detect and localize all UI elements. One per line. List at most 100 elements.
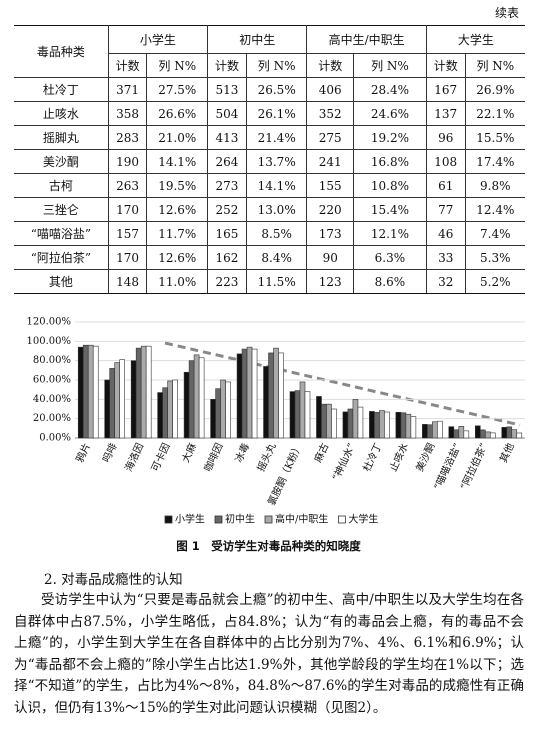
- table-cell: 358: [107, 101, 148, 126]
- y-tick-label: 20.00%: [33, 413, 71, 424]
- table-cell: 三挫仑: [14, 197, 109, 222]
- table-cell: 5.2%: [464, 269, 525, 294]
- legend-label: 小学生: [175, 513, 205, 526]
- bar: [172, 379, 178, 439]
- table-cell: 26.5%: [245, 77, 308, 102]
- bar: [198, 357, 205, 439]
- table-cell: 26.1%: [245, 101, 308, 126]
- table-cell: 513: [207, 77, 247, 102]
- table-cell: 90: [306, 245, 355, 270]
- table-cell: 11.5%: [245, 269, 308, 294]
- bar: [474, 425, 481, 439]
- table-cell: 190: [107, 149, 148, 174]
- section-heading: 2. 对毒品成瘾性的认知: [44, 572, 183, 588]
- y-tick-label: 120.00%: [27, 317, 72, 328]
- table-cell: 167: [425, 77, 466, 102]
- bar: [263, 366, 269, 439]
- table-row: 毒品种类 小学生 初中生 高中生/中职生 大学生: [14, 25, 525, 78]
- legend-label: 高中/中职生: [275, 513, 328, 526]
- continued-label: 续表: [494, 6, 519, 20]
- table-cell: 371: [107, 77, 148, 102]
- table-row: 三挫仑 170 12.6% 252 13.0% 220 15.4% 77 12.4%: [14, 197, 525, 222]
- header-cell: 计数: [108, 53, 148, 78]
- bar: [236, 353, 243, 439]
- bar: [294, 390, 301, 439]
- bar: [183, 371, 190, 439]
- table-row: 止咳水 358 26.6% 504 26.1% 352 24.6% 137 22.1%: [14, 101, 525, 126]
- header-cell: 高中生/中职生: [306, 25, 427, 54]
- table-cell: 24.6%: [353, 101, 427, 126]
- table-cell: 21.4%: [245, 125, 308, 150]
- table-cell: 15.5%: [464, 125, 525, 150]
- bar: [188, 360, 195, 439]
- table-cell: 241: [306, 149, 355, 174]
- legend-swatch: [264, 515, 273, 524]
- table-cell: 26.6%: [146, 101, 209, 126]
- table-cell: 33: [425, 245, 466, 270]
- table-cell: 148: [107, 269, 148, 294]
- table-cell: 14.1%: [245, 173, 308, 198]
- table-cell: 13.0%: [245, 197, 308, 222]
- bar: [220, 379, 226, 439]
- bar: [511, 429, 518, 439]
- bar: [104, 379, 111, 439]
- bar: [109, 368, 116, 439]
- table-row: 古柯 263 19.5% 273 14.1% 155 10.8% 61 9.8%: [14, 173, 525, 198]
- y-tick-label: 100.00%: [27, 336, 72, 347]
- table-cell: 406: [306, 77, 355, 102]
- table-row: “阿拉伯茶” 170 12.6% 162 8.4% 90 6.3% 33 5.3%: [14, 245, 525, 270]
- y-tick-label: 60.00%: [33, 375, 71, 386]
- table-cell: 8.4%: [245, 245, 308, 270]
- legend-swatch: [164, 515, 173, 524]
- table-cell: 264: [207, 149, 247, 174]
- table-row: 美沙酮 190 14.1% 264 13.7% 241 16.8% 108 17.4%: [14, 149, 525, 174]
- x-tick-label: 摇头丸: [254, 441, 278, 474]
- bar: [347, 408, 354, 439]
- table-cell: 12.6%: [146, 197, 209, 222]
- bar: [299, 381, 306, 439]
- table-cell: 19.5%: [146, 173, 209, 198]
- bar: [374, 412, 380, 439]
- x-tick-label: “神仙水”: [329, 441, 358, 483]
- legend-label: 大学生: [348, 513, 378, 526]
- table-cell: 27.5%: [146, 77, 209, 102]
- bar: [437, 420, 443, 439]
- data-table: 毒品种类 小学生 初中生 高中生/中职生 大学生 计数列 N% 计数列 N% 计数列 N% 计数…: [14, 25, 525, 294]
- table-cell: 170: [107, 197, 148, 222]
- bar: [448, 426, 455, 439]
- bar: [119, 359, 126, 439]
- x-tick-label: 杜冷丁: [360, 441, 384, 474]
- bar: [167, 380, 173, 439]
- table-cell: 173: [306, 221, 355, 246]
- table-cell: 8.6%: [353, 269, 427, 294]
- x-tick-label: 鸦片: [73, 441, 93, 465]
- bar: [130, 360, 137, 439]
- x-tick-label: 麻古: [311, 441, 331, 465]
- chart: 0.00% 20.00% 40.00% 60.00% 80.00% 100.00% 120.…: [27, 317, 525, 526]
- table-cell: 123: [306, 269, 355, 294]
- legend-swatch: [337, 515, 346, 524]
- header-cell: 计数: [306, 53, 355, 78]
- bar: [273, 347, 279, 439]
- bar: [479, 429, 486, 439]
- header-cell: 列 N%: [146, 53, 209, 78]
- bar: [427, 424, 433, 439]
- bar: [432, 421, 438, 439]
- x-tick-label: 其他: [497, 441, 517, 465]
- table-cell: 165: [207, 221, 247, 246]
- table-cell: 352: [306, 101, 355, 126]
- table-cell: 263: [107, 173, 148, 198]
- bar: [458, 426, 465, 439]
- header-cell: 列 N%: [464, 53, 525, 78]
- table-cell: 7.4%: [464, 221, 525, 246]
- header-cell: 列 N%: [245, 53, 308, 78]
- table-cell: 10.8%: [353, 173, 427, 198]
- bar: [162, 387, 168, 439]
- table-cell: “喵喵浴盐”: [14, 221, 109, 246]
- table-cell: 21.0%: [146, 125, 209, 150]
- x-tick-label: 咖啡因: [202, 441, 226, 473]
- table-cell: 12.1%: [353, 221, 427, 246]
- bar: [77, 346, 84, 439]
- table-cell: “阿拉伯茶”: [14, 245, 109, 270]
- x-tick-label: 海洛因: [122, 441, 146, 474]
